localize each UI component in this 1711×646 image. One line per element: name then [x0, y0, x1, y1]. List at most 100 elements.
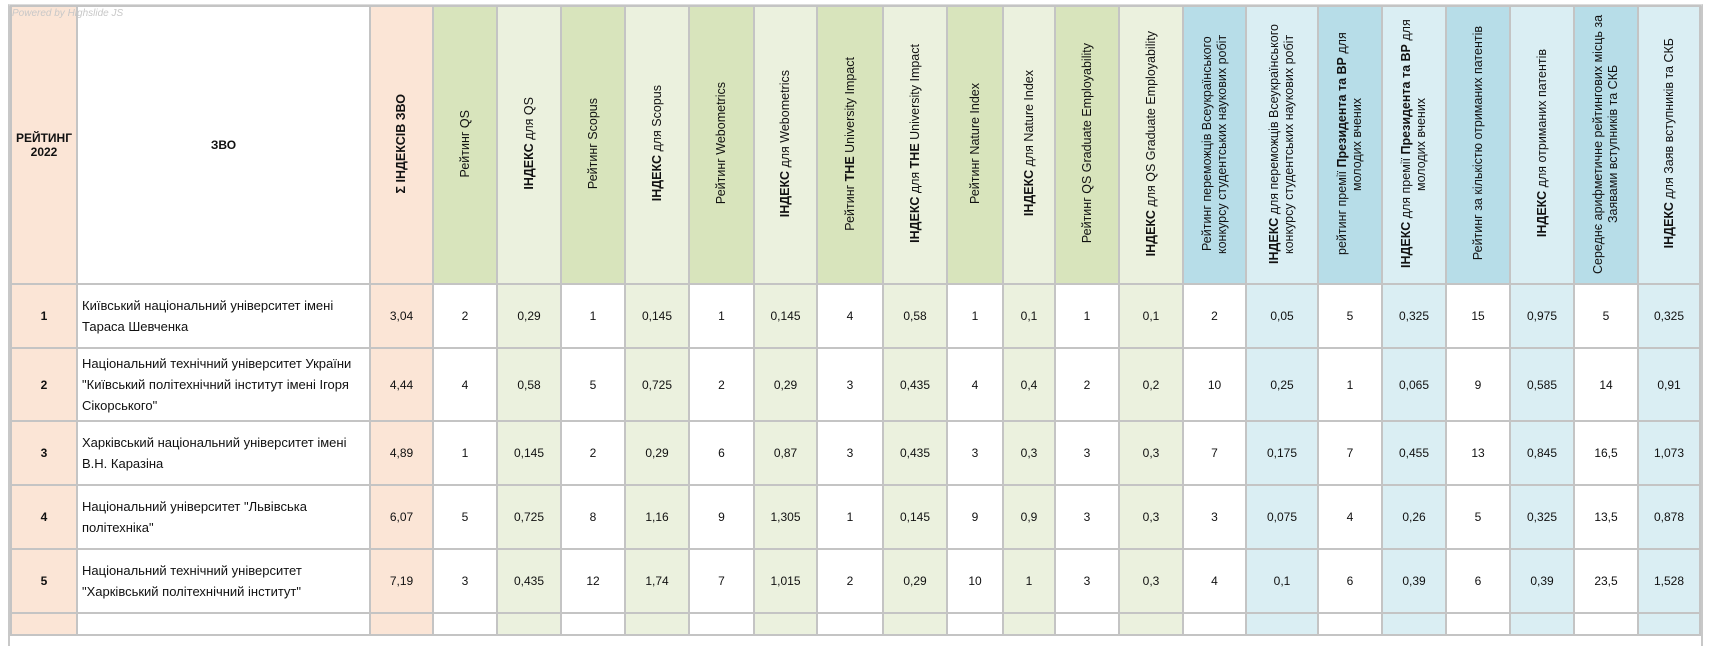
- table-row[interactable]: 1 Київський національний університет імен…: [10, 283, 1701, 349]
- value-cell: 1,073: [1637, 420, 1701, 486]
- value-cell: 9: [946, 484, 1004, 550]
- header-label: ІНДЕКС для Scopus: [650, 85, 665, 201]
- header-text-segment: для Scopus: [649, 85, 664, 156]
- header-rank[interactable]: РЕЙТИНГ 2022: [10, 5, 78, 285]
- value-cell: 0,3: [1118, 420, 1184, 486]
- header-text-segment: QS: [521, 97, 536, 116]
- empty-cell: [1118, 612, 1184, 636]
- value-cell: 4: [1182, 548, 1247, 614]
- header-label: рейтинг премії Президента та ВР для моло…: [1335, 13, 1365, 275]
- value-cell: 0,325: [1381, 283, 1447, 349]
- header-col-9[interactable]: Рейтинг Nature Index: [946, 5, 1004, 285]
- table-row[interactable]: 5 Національний технічний університет "Хар…: [10, 548, 1701, 614]
- header-col-20[interactable]: ІНДЕКС для Заяв вступників та СКБ: [1637, 5, 1701, 285]
- header-label: ІНДЕКС для Webometrics: [778, 70, 793, 217]
- table-row[interactable]: 2 Національний технічний університет Укра…: [10, 347, 1701, 422]
- value-cell: 6: [688, 420, 755, 486]
- rank-cell: 3: [10, 420, 78, 486]
- value-cell: 0,39: [1381, 548, 1447, 614]
- university-name-cell: Київський національний університет імені…: [76, 283, 371, 349]
- value-cell: 0,325: [1509, 484, 1575, 550]
- value-cell: 0,91: [1637, 347, 1701, 422]
- value-cell: 3: [1054, 484, 1120, 550]
- header-label: Рейтинг THE University Impact: [843, 57, 858, 231]
- value-cell: 9: [1445, 347, 1511, 422]
- header-col-14[interactable]: ІНДЕКС для переможців Всеукраїнського ко…: [1245, 5, 1319, 285]
- header-label: Рейтинг за кількістю отриманих патентів: [1471, 26, 1486, 260]
- header-text-segment: Президента та ВР: [1335, 56, 1349, 168]
- header-name[interactable]: ЗВО: [76, 5, 371, 285]
- value-cell: 3: [1182, 484, 1247, 550]
- value-cell: 3: [816, 420, 884, 486]
- sum-index-cell: 4,89: [369, 420, 434, 486]
- header-text-segment: ІНДЕКС: [1267, 217, 1281, 264]
- value-cell: 1: [1317, 347, 1383, 422]
- sum-index-cell: 3,04: [369, 283, 434, 349]
- header-text-segment: Σ ІНДЕКСІВ ЗВО: [394, 93, 408, 194]
- header-label: Рейтинг переможців Всеукраїнського конку…: [1200, 13, 1230, 275]
- table-row[interactable]: 3 Харківський національний університет ім…: [10, 420, 1701, 486]
- header-label: ІНДЕКС для Заяв вступників та СКБ: [1662, 38, 1677, 248]
- header-text-segment: Рейтинг переможців Всеукраїнського конку…: [1199, 33, 1229, 254]
- header-text-segment: для Webometrics: [778, 69, 792, 171]
- header-col-1[interactable]: Рейтинг QS: [432, 5, 498, 285]
- empty-cell: [1002, 612, 1056, 636]
- header-label: Рейтинг Scopus: [586, 98, 601, 189]
- empty-cell: [1381, 612, 1447, 636]
- value-cell: 4: [816, 283, 884, 349]
- header-col-4[interactable]: ІНДЕКС для Scopus: [624, 5, 690, 285]
- header-col-7[interactable]: Рейтинг THE University Impact: [816, 5, 884, 285]
- header-col-6[interactable]: ІНДЕКС для Webometrics: [753, 5, 818, 285]
- value-cell: 3: [432, 548, 498, 614]
- value-cell: 1: [1002, 548, 1056, 614]
- empty-cell: [816, 612, 884, 636]
- value-cell: 1,528: [1637, 548, 1701, 614]
- header-col-19[interactable]: Середнє арифметичне рейтингових місць за…: [1573, 5, 1639, 285]
- header-col-12[interactable]: ІНДЕКС для QS Graduate Employability: [1118, 5, 1184, 285]
- header-sum[interactable]: Σ ІНДЕКСІВ ЗВО: [369, 5, 434, 285]
- value-cell: 4: [1317, 484, 1383, 550]
- value-cell: 0,145: [753, 283, 818, 349]
- value-cell: 0,725: [624, 347, 690, 422]
- header-col-11[interactable]: Рейтинг QS Graduate Employability: [1054, 5, 1120, 285]
- value-cell: 3: [1054, 420, 1120, 486]
- header-col-13[interactable]: Рейтинг переможців Всеукраїнського конку…: [1182, 5, 1247, 285]
- header-col-17[interactable]: Рейтинг за кількістю отриманих патентів: [1445, 5, 1511, 285]
- header-col-15[interactable]: рейтинг премії Президента та ВР для моло…: [1317, 5, 1383, 285]
- value-cell: 1: [946, 283, 1004, 349]
- empty-cell: [882, 612, 948, 636]
- header-col-10[interactable]: ІНДЕКС для Nature Index: [1002, 5, 1056, 285]
- header-label: Середнє арифметичне рейтингових місць за…: [1591, 13, 1621, 275]
- university-name-cell: Національний університет "Львівська полі…: [76, 484, 371, 550]
- value-cell: 0,2: [1118, 347, 1184, 422]
- header-label: ІНДЕКС для отриманих патентів: [1535, 49, 1550, 237]
- header-label: ІНДЕКС для премії Президента та ВР для м…: [1399, 13, 1429, 275]
- header-col-5[interactable]: Рейтинг Webometrics: [688, 5, 755, 285]
- empty-cell: [496, 612, 562, 636]
- value-cell: 0,3: [1002, 420, 1056, 486]
- empty-cell: [1317, 612, 1383, 636]
- value-cell: 7: [1317, 420, 1383, 486]
- header-col-18[interactable]: ІНДЕКС для отриманих патентів: [1509, 5, 1575, 285]
- empty-cell: [1445, 612, 1511, 636]
- header-col-3[interactable]: Рейтинг Scopus: [560, 5, 626, 285]
- header-col-8[interactable]: ІНДЕКС для THE University Impact: [882, 5, 948, 285]
- header-text-segment: ІНДЕКС: [521, 143, 536, 190]
- value-cell: 9: [688, 484, 755, 550]
- rank-cell: 5: [10, 548, 78, 614]
- value-cell: 10: [946, 548, 1004, 614]
- empty-cell: [560, 612, 626, 636]
- rank-cell: 4: [10, 484, 78, 550]
- sum-index-cell: 4,44: [369, 347, 434, 422]
- header-col-2[interactable]: ІНДЕКС для QS: [496, 5, 562, 285]
- value-cell: 0,435: [882, 420, 948, 486]
- table-row[interactable]: 4 Національний університет "Львівська пол…: [10, 484, 1701, 550]
- empty-cell: [76, 612, 371, 636]
- empty-cell: [1245, 612, 1319, 636]
- rank-cell: 2: [10, 347, 78, 422]
- value-cell: 0,3: [1118, 484, 1184, 550]
- header-text-segment: для Заяв вступників та СКБ: [1661, 38, 1676, 203]
- header-text-segment: Президента та ВР: [1399, 43, 1413, 155]
- header-col-16[interactable]: ІНДЕКС для премії Президента та ВР для м…: [1381, 5, 1447, 285]
- header-text-segment: для: [521, 115, 536, 144]
